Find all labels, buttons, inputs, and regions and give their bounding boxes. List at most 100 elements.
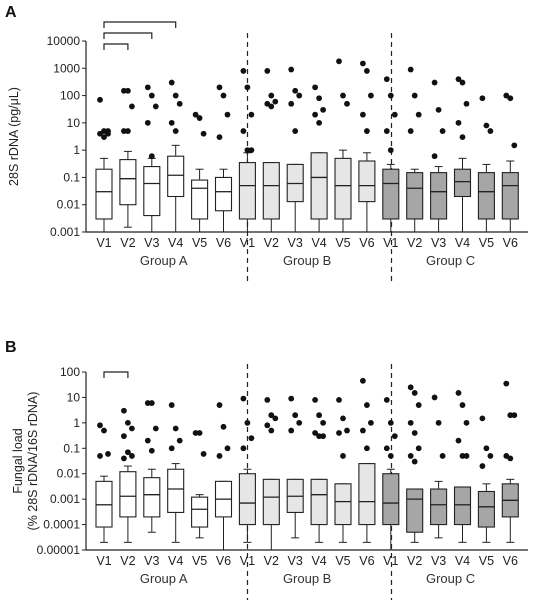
box-group-c-v3: [430, 394, 448, 539]
x-tick-label: V5: [479, 554, 494, 568]
x-tick-label: V3: [144, 554, 159, 568]
outlier-point: [129, 453, 135, 459]
outlier-point: [364, 445, 370, 452]
x-tick-label: V1: [96, 236, 111, 250]
outlier-point: [431, 79, 438, 86]
box-group-c-v4: [453, 76, 472, 233]
outlier-point: [176, 437, 183, 444]
box-iqr: [477, 172, 495, 220]
box-iqr: [191, 496, 209, 528]
outlier-point: [479, 415, 486, 422]
outlier-point: [224, 111, 231, 118]
x-tick-label: V3: [288, 554, 303, 568]
outlier-point: [240, 445, 247, 452]
box-group-c-v1: [382, 76, 400, 233]
y-axis-label: Fungal load: [11, 428, 25, 493]
outlier-point: [292, 87, 299, 94]
x-tick-label: V5: [479, 236, 494, 250]
x-tick-label: V6: [503, 554, 518, 568]
outlier-point: [264, 68, 271, 74]
outlier-point: [288, 100, 295, 107]
box-group-a-v4: [167, 402, 185, 543]
outlier-point: [129, 103, 135, 110]
y-tick-label: 10000: [47, 34, 81, 48]
outlier-point: [387, 147, 394, 154]
box-group-b-v6: [358, 60, 376, 233]
y-tick-label: 0.001: [50, 225, 80, 239]
panel-label: A: [5, 4, 17, 21]
outlier-point: [360, 377, 366, 384]
outlier-point: [125, 419, 131, 426]
box-group-a-v5: [191, 111, 209, 233]
outlier-point: [176, 100, 183, 107]
outlier-point: [411, 390, 418, 396]
group-label: Group B: [283, 571, 331, 586]
outlier-point: [431, 153, 438, 160]
y-tick-label: 0.001: [50, 492, 80, 506]
box-group-c-v4: [453, 390, 472, 543]
x-tick-label: V6: [216, 554, 231, 568]
box-group-a-v2: [119, 87, 137, 228]
group-label: Group A: [140, 253, 188, 268]
box-group-c-v3: [430, 79, 448, 233]
outlier-point: [459, 79, 466, 86]
outlier-point: [340, 415, 346, 422]
outlier-point: [220, 423, 227, 430]
box-group-a-v3: [143, 400, 161, 533]
box-iqr: [406, 488, 424, 533]
box-iqr: [143, 477, 161, 518]
box-iqr: [119, 159, 137, 206]
x-tick-label: V2: [264, 554, 279, 568]
outlier-point: [511, 412, 518, 419]
outlier-point: [125, 128, 131, 134]
box-group-b-v3: [286, 66, 304, 233]
y-axis-label: 28S rDNA (pg/μL): [7, 87, 21, 186]
x-tick-label: V5: [335, 236, 350, 250]
outlier-point: [224, 445, 231, 452]
significance-bracket: [103, 32, 153, 39]
box-iqr: [406, 172, 424, 220]
x-tick-label: V1: [240, 236, 255, 250]
outlier-point: [268, 412, 275, 419]
outlier-point: [435, 419, 442, 426]
outlier-point: [387, 453, 394, 459]
outlier-point: [407, 384, 414, 391]
outlier-point: [216, 84, 223, 91]
outlier-point: [316, 119, 322, 126]
box-iqr: [358, 160, 376, 203]
y-tick-label: 0.1: [63, 441, 80, 455]
outlier-point: [312, 84, 318, 91]
x-tick-label: V3: [431, 554, 446, 568]
outlier-point: [479, 463, 486, 469]
box-group-b-v1: [238, 395, 256, 543]
outlier-point: [439, 453, 446, 459]
outlier-point: [407, 128, 414, 134]
box-iqr: [191, 179, 209, 220]
x-tick-label: V6: [359, 236, 374, 250]
outlier-point: [463, 419, 470, 426]
outlier-point: [383, 76, 390, 83]
box-iqr: [167, 155, 185, 198]
y-tick-label: 100: [60, 365, 80, 379]
outlier-point: [316, 95, 322, 102]
outlier-point: [168, 79, 175, 86]
box-iqr: [167, 468, 185, 513]
box-group-c-v5: [477, 95, 495, 233]
x-tick-label: V1: [96, 554, 111, 568]
box-iqr: [262, 162, 280, 220]
outlier-point: [200, 130, 207, 137]
box-group-a-v4: [167, 79, 185, 233]
box-group-b-v6: [358, 377, 376, 543]
x-tick-label: V4: [455, 554, 470, 568]
outlier-point: [152, 103, 159, 110]
outlier-point: [248, 111, 255, 118]
outlier-point: [216, 134, 223, 141]
outlier-point: [125, 87, 131, 94]
outlier-point: [407, 419, 414, 426]
box-group-a-v5: [191, 430, 209, 539]
x-tick-label: V2: [407, 554, 422, 568]
outlier-point: [459, 402, 466, 408]
box-iqr: [453, 168, 472, 198]
outlier-point: [383, 128, 390, 134]
x-tick-label: V3: [431, 236, 446, 250]
